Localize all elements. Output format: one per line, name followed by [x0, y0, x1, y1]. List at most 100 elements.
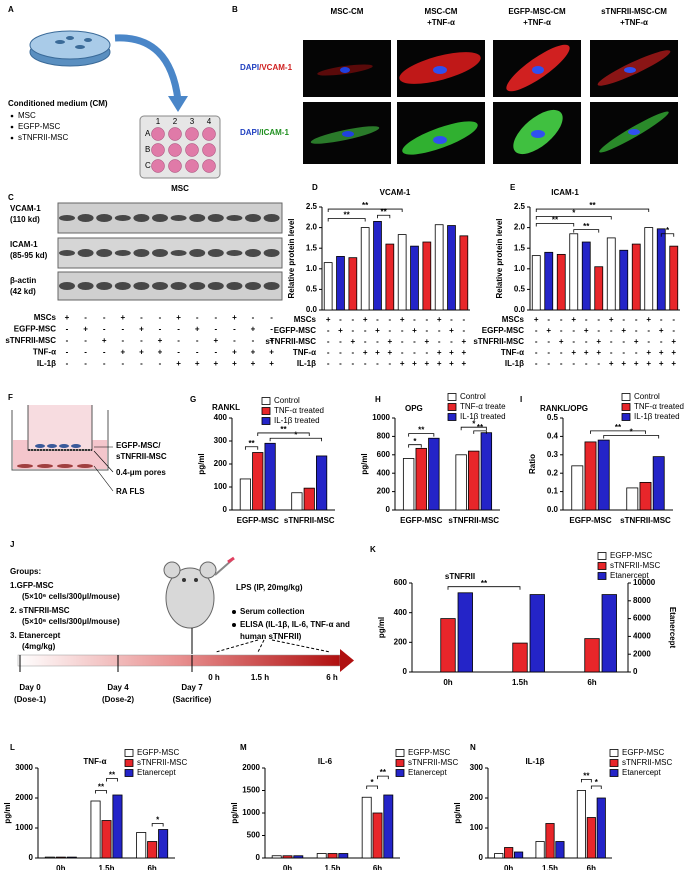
- well: [151, 127, 165, 141]
- significance-bracket: [377, 214, 391, 219]
- bar: [601, 594, 617, 673]
- y-tick-label: 100: [214, 482, 228, 491]
- condition-mark: -: [233, 336, 236, 345]
- legend-swatch: [124, 769, 134, 777]
- y-tick-label: 300: [470, 763, 484, 772]
- plate-row-label: C: [145, 161, 151, 170]
- chart-title: IL-1β: [525, 757, 544, 766]
- condition-mark: +: [139, 325, 144, 334]
- condition-mark: -: [610, 326, 613, 335]
- condition-mark: -: [351, 326, 354, 335]
- x-tick-label: 6h: [373, 864, 382, 870]
- y2-tick-label: 4000: [633, 632, 651, 641]
- significance-bracket: [573, 229, 600, 233]
- bar: [323, 262, 333, 311]
- condition-mark: -: [177, 336, 180, 345]
- y-tick-label: 400: [394, 608, 408, 617]
- condition-mark: +: [559, 337, 564, 346]
- bar: [656, 228, 666, 311]
- blot-band: [96, 249, 113, 257]
- bar: [434, 224, 444, 311]
- bar: [101, 820, 112, 859]
- condition-label: EGFP-MSC: [14, 325, 56, 334]
- groups-title: Groups:: [10, 567, 41, 576]
- condition-mark: -: [660, 315, 663, 324]
- well: [202, 159, 216, 173]
- significance-bracket: [535, 216, 612, 220]
- condition-mark: +: [461, 348, 466, 357]
- legend-swatch: [597, 572, 607, 580]
- x-tick-label: sTNFRII-MSC: [448, 516, 499, 525]
- significance-bracket: [106, 778, 118, 782]
- bar: [626, 487, 639, 511]
- significance-bracket: [535, 223, 575, 227]
- bar: [361, 796, 372, 859]
- legend-swatch: [395, 749, 405, 757]
- condition-mark: +: [449, 348, 454, 357]
- x-tick-label: 1.5h: [98, 864, 114, 870]
- chart-title: TNF-α: [83, 757, 106, 766]
- bar: [338, 853, 349, 859]
- condition-mark: +: [437, 348, 442, 357]
- chart-title: ICAM-1: [551, 188, 579, 197]
- legend-label: sTNFRII-MSC: [622, 758, 672, 767]
- blot-band: [226, 215, 243, 221]
- condition-mark: +: [269, 336, 274, 345]
- significance-bracket: [473, 430, 487, 434]
- legend-swatch: [261, 397, 271, 405]
- blot-band: [245, 214, 261, 222]
- y-tick-label: 200: [394, 637, 408, 646]
- condition-mark: -: [622, 348, 625, 357]
- condition-mark: -: [547, 348, 550, 357]
- condition-mark: -: [560, 315, 563, 324]
- well: [185, 127, 199, 141]
- condition-mark: -: [351, 348, 354, 357]
- legend-label: IL-1β treated: [634, 412, 680, 421]
- legend-swatch: [621, 393, 631, 401]
- condition-mark: -: [401, 337, 404, 346]
- bar: [271, 855, 282, 859]
- significance-label: *: [371, 778, 375, 787]
- legend-label: TNF-α treated: [634, 402, 684, 411]
- blot-label: β-actin: [10, 276, 36, 285]
- blot-label: (42 kd): [10, 287, 36, 296]
- legend-label: Etanercept: [610, 571, 649, 580]
- panel-letter: N: [470, 743, 476, 752]
- condition-mark: +: [176, 359, 181, 368]
- significance-label: *: [572, 209, 576, 218]
- significance-label: **: [481, 579, 488, 588]
- blot-band: [152, 214, 168, 222]
- condition-mark: -: [140, 313, 143, 322]
- blot-band: [133, 249, 150, 257]
- x-tick-label: sTNFRII-MSC: [284, 516, 335, 525]
- significance-label: **: [98, 783, 105, 792]
- blot-band: [152, 249, 168, 257]
- significance-bracket: [408, 444, 422, 448]
- western-blot: [57, 202, 283, 301]
- condition-mark: +: [609, 315, 614, 324]
- condition-mark: -: [66, 359, 69, 368]
- bar: [90, 800, 101, 859]
- condition-mark: -: [339, 337, 342, 346]
- legend-swatch: [447, 393, 457, 401]
- legend-swatch: [621, 403, 631, 411]
- column-header: EGFP-MSC-CM: [508, 7, 566, 16]
- condition-mark: +: [634, 359, 639, 368]
- condition-mark: -: [66, 325, 69, 334]
- y-axis-label: pg/ml: [3, 802, 12, 823]
- condition-mark: -: [425, 315, 428, 324]
- y-axis-label: pg/ml: [360, 453, 369, 474]
- column-header: sTNFRII-MSC-CM: [601, 7, 667, 16]
- column-header: +TNF-α: [620, 18, 648, 27]
- bar: [571, 465, 584, 511]
- significance-bracket: [327, 208, 403, 213]
- panel-letter: D: [312, 183, 318, 192]
- y-tick-label: 0.0: [306, 305, 318, 314]
- condition-mark: +: [387, 348, 392, 357]
- y-tick-label: 1.0: [514, 264, 526, 273]
- plate-col-label: 1: [156, 117, 161, 126]
- significance-bracket: [447, 586, 521, 590]
- condition-mark: +: [584, 348, 589, 357]
- bar: [545, 823, 555, 859]
- blot-label: (110 kd): [10, 215, 40, 224]
